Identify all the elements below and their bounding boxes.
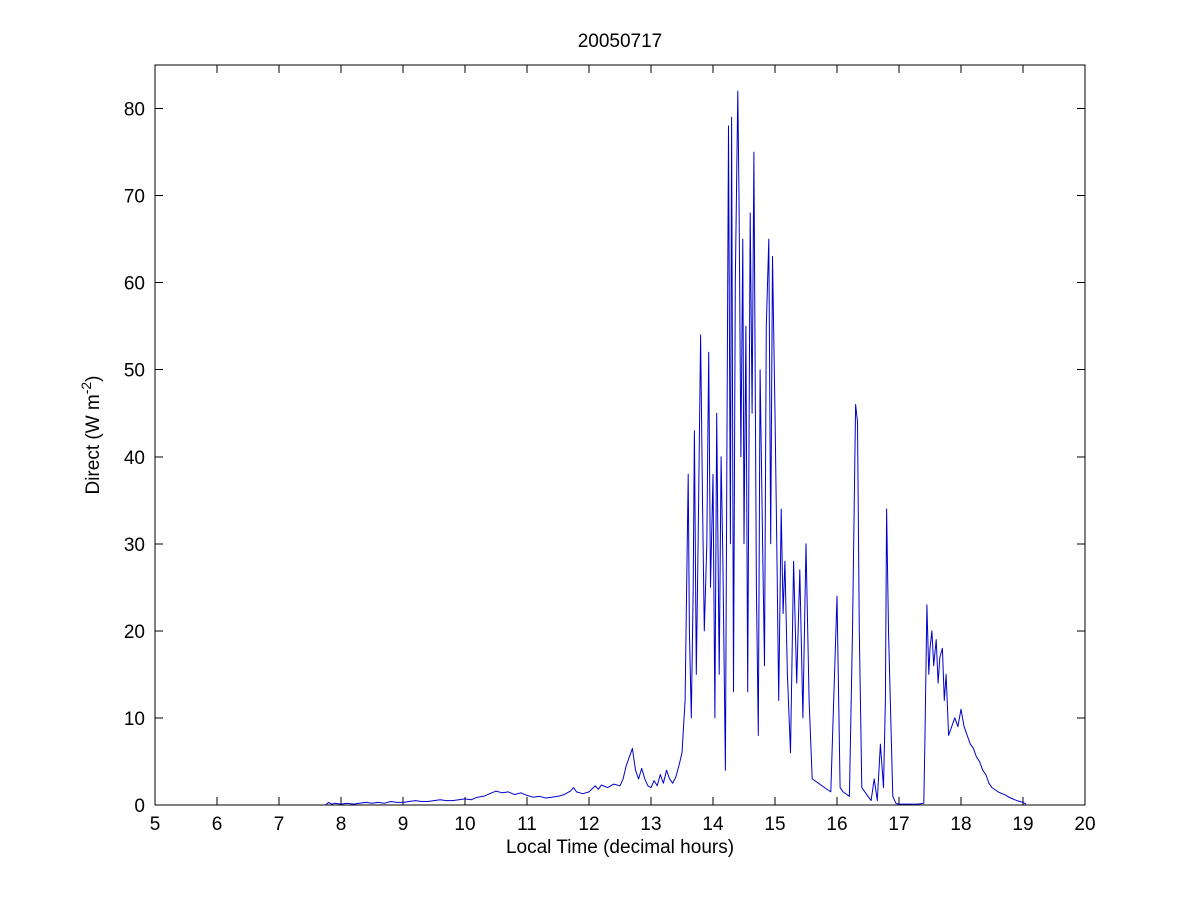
x-tick-label: 7 xyxy=(274,814,285,835)
y-axis-label: Direct (W m-2) xyxy=(78,375,104,494)
x-tick-label: 18 xyxy=(950,814,971,835)
x-tick-label: 19 xyxy=(1012,814,1033,835)
y-tick-label: 10 xyxy=(124,709,145,730)
x-tick-label: 11 xyxy=(517,814,537,835)
y-tick-label: 20 xyxy=(124,622,145,643)
x-tick-label: 16 xyxy=(826,814,847,835)
chart-title: 20050717 xyxy=(578,31,663,52)
y-axis-label-text: Direct (W m-2) xyxy=(78,375,104,494)
axes: 5 6 7 8 9 10 11 12 13 14 15 16 17 18 19 20 0 10 20 30 40 50 60… xyxy=(124,64,1096,835)
y-tick-label: 40 xyxy=(124,448,145,469)
x-tick-label: 17 xyxy=(888,814,909,835)
x-tick-label: 13 xyxy=(640,814,661,835)
x-tick-label: 10 xyxy=(454,814,475,835)
irradiance-line xyxy=(325,90,1027,806)
y-tick-label: 60 xyxy=(124,274,145,295)
x-tick-label: 6 xyxy=(212,814,223,835)
y-tick-label: 50 xyxy=(124,361,145,382)
x-tick-label: 12 xyxy=(578,814,599,835)
x-tick-label: 15 xyxy=(764,814,785,835)
y-tick-label: 30 xyxy=(124,535,145,556)
x-tick-label: 8 xyxy=(336,814,347,835)
y-tick-label: 70 xyxy=(124,187,145,208)
plot-box xyxy=(154,64,1086,806)
data-series xyxy=(325,90,1027,806)
x-tick-label: 9 xyxy=(398,814,409,835)
x-tick-label: 14 xyxy=(702,814,724,835)
x-tick-label: 5 xyxy=(150,814,161,835)
y-tick-label: 0 xyxy=(134,796,145,817)
x-axis-label: Local Time (decimal hours) xyxy=(506,837,734,858)
y-tick-label: 80 xyxy=(124,100,145,121)
x-tick-label: 20 xyxy=(1074,814,1095,835)
